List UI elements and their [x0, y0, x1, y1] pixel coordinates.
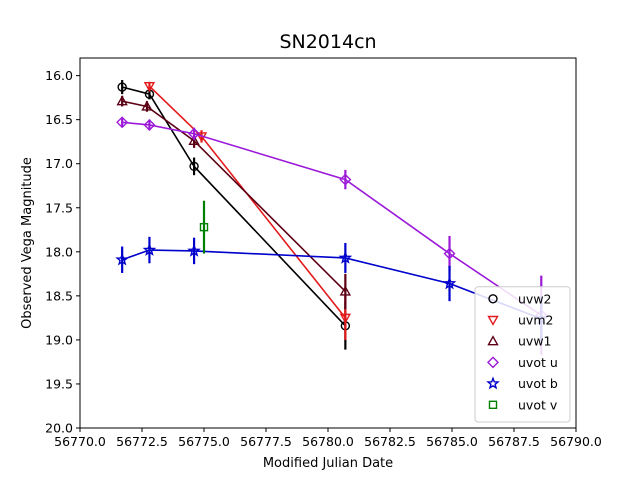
- y-tick-label: 18.0: [45, 244, 73, 259]
- series-uvot-v: [199, 200, 209, 254]
- series-line-uvw2: [121, 86, 346, 327]
- data-point-uvw2: [189, 161, 199, 172]
- legend-label-uvw1: uvw1: [518, 334, 552, 349]
- y-tick-label: 18.5: [45, 288, 73, 303]
- data-point-uvot-u: [116, 116, 129, 129]
- y-tick-label: 16.5: [45, 112, 73, 127]
- data-point-uvot-u: [188, 127, 201, 140]
- y-tick-label: 19.5: [45, 376, 73, 391]
- y-tick-label: 17.5: [45, 200, 73, 215]
- data-point-uvot-b: [442, 276, 457, 290]
- series-uvw1: [116, 95, 352, 310]
- legend: uvw2 uvm2 uvw1 uvot u uvot b uvot v: [474, 286, 571, 423]
- data-point-uvm2: [143, 81, 156, 93]
- legend-label-uvot-b: uvot b: [518, 376, 558, 391]
- data-point-uvw1: [339, 285, 352, 296]
- legend-marker-uvw2: [488, 294, 498, 304]
- legend-label-uvm2: uvm2: [518, 313, 553, 328]
- legend-marker-uvot-v: [488, 400, 498, 409]
- data-point-uvw1: [141, 100, 153, 111]
- data-point-uvot-u: [339, 173, 352, 186]
- legend-marker-uvw1: [487, 335, 499, 346]
- y-tick-label: 17.0: [45, 156, 73, 171]
- legend-marker-uvot-u: [487, 356, 499, 369]
- series-line-uvw1: [121, 100, 346, 293]
- legend-marker-uvot-b: [486, 376, 500, 390]
- legend-label-uvot-u: uvot u: [518, 355, 558, 370]
- data-point-uvot-b: [338, 250, 353, 264]
- x-axis: 56770.0 56772.5 56775.0 56777.5 56780.0 56782…: [54, 428, 602, 449]
- data-point-uvw1: [116, 95, 128, 106]
- legend-marker-uvm2: [487, 315, 499, 326]
- series-uvm2: [143, 81, 352, 340]
- x-tick-label: 56790.0: [550, 434, 602, 449]
- data-point-uvw1: [188, 134, 200, 146]
- data-point-uvw2: [117, 82, 127, 92]
- data-point-uvot-b: [115, 252, 129, 266]
- x-axis-label: Modified Julian Date: [263, 456, 393, 471]
- x-tick-label: 56772.5: [116, 434, 168, 449]
- data-point-uvot-u: [143, 118, 156, 131]
- legend-label-uvot-v: uvot v: [518, 397, 558, 412]
- x-tick-label: 56770.0: [54, 434, 106, 449]
- series-line-uvm2: [148, 85, 346, 319]
- y-tick-label: 20.0: [45, 421, 73, 436]
- data-point-uvot-b: [142, 242, 157, 256]
- data-point-uvot-v: [199, 222, 209, 232]
- data-point-uvot-b: [187, 243, 201, 257]
- chart-title: SN2014cn: [279, 31, 376, 53]
- x-tick-label: 56775.0: [178, 434, 230, 449]
- y-tick-label: 16.0: [45, 68, 73, 83]
- y-tick-label: 19.0: [45, 332, 73, 347]
- series-line-uvot-b: [121, 249, 542, 320]
- legend-box: [474, 286, 571, 423]
- legend-label-uvw2: uvw2: [518, 291, 552, 306]
- y-axis: 16.0 16.5 17.0 17.5 18.0 18.5 19.0 19.5 20.0: [45, 68, 80, 436]
- x-tick-label: 56782.5: [364, 434, 416, 449]
- x-tick-label: 56785.0: [426, 434, 478, 449]
- y-axis-label: Observed Vega Magnitude: [20, 157, 35, 329]
- x-tick-label: 56777.5: [240, 434, 292, 449]
- x-tick-label: 56787.5: [488, 434, 540, 449]
- data-point-uvot-u: [443, 247, 456, 260]
- x-tick-label: 56780.0: [302, 434, 354, 449]
- series-uvw2: [117, 80, 351, 350]
- data-point-uvm2: [339, 313, 352, 324]
